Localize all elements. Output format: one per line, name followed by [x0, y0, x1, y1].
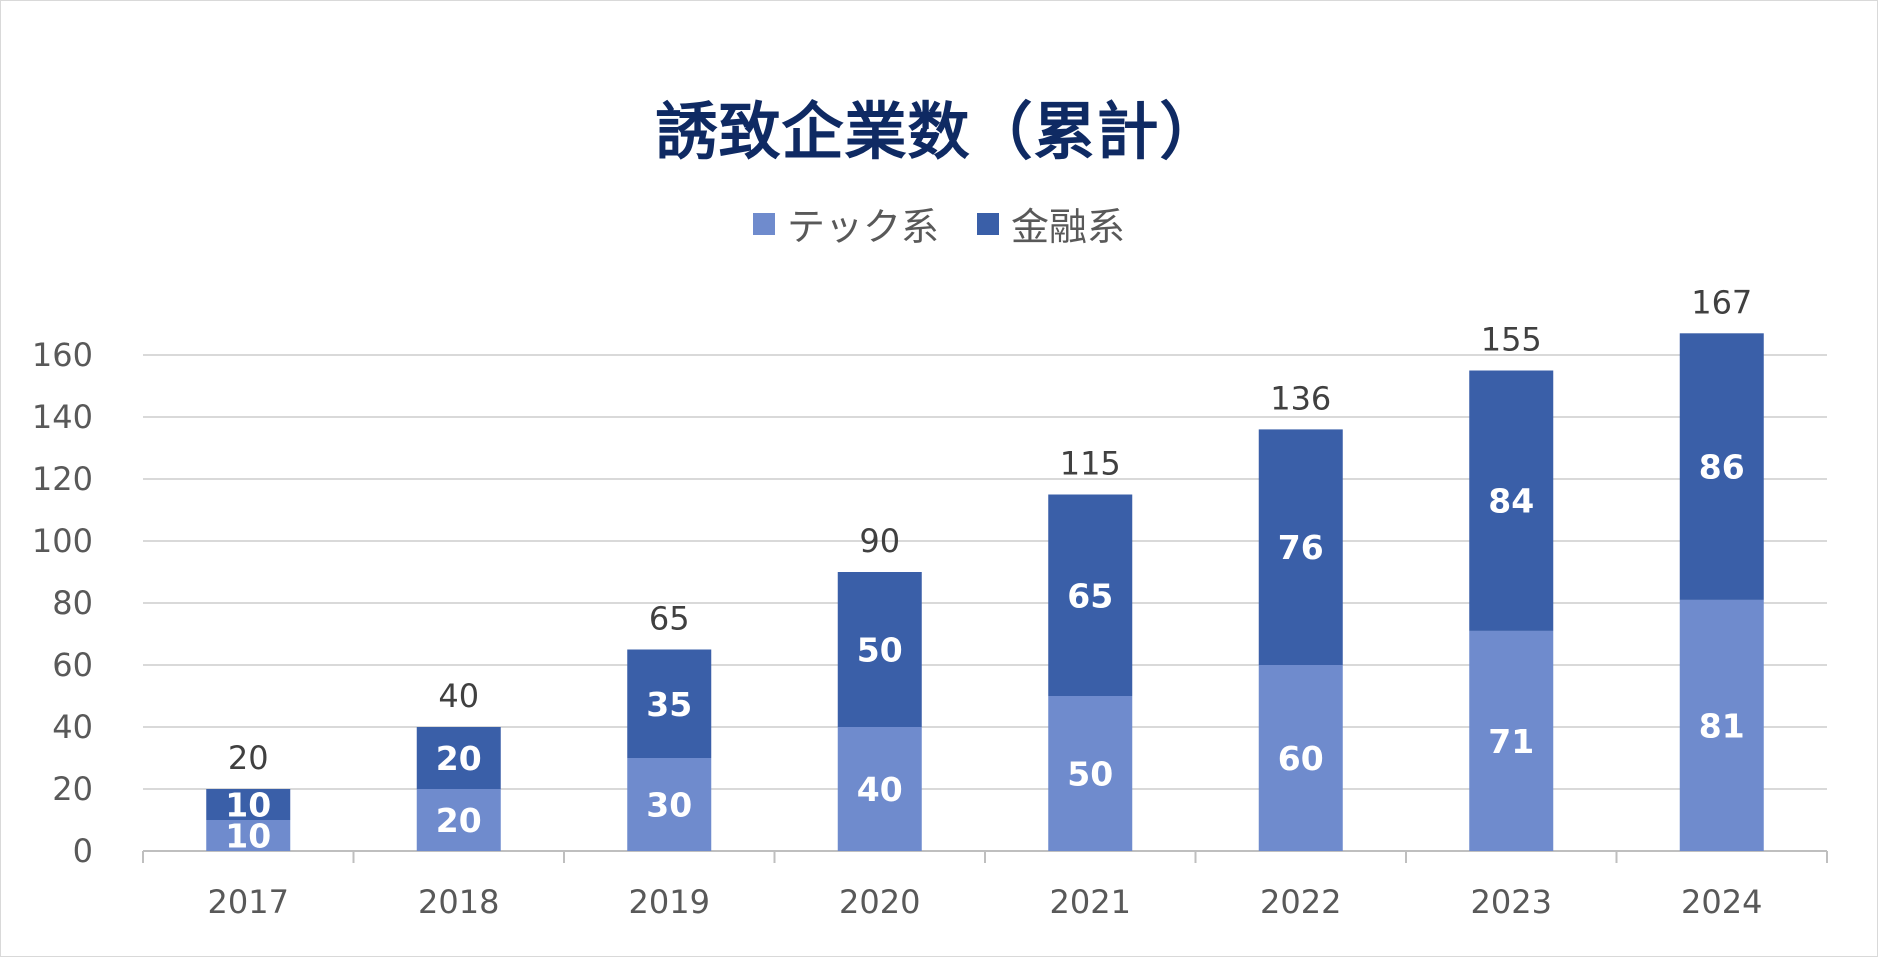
data-label-finance: 86: [1699, 448, 1745, 487]
data-label-tech: 60: [1278, 739, 1324, 778]
legend-swatch-tech: [752, 212, 775, 235]
x-tick-label: 2018: [418, 883, 499, 921]
data-label-finance: 84: [1488, 482, 1534, 521]
y-tick-label: 40: [52, 708, 93, 746]
bar-segment-finance: [416, 727, 501, 789]
data-label-tech: 71: [1488, 722, 1534, 761]
total-label: 20: [228, 739, 269, 777]
bar-segment-tech: [1048, 696, 1133, 851]
data-label-finance: 50: [857, 631, 903, 670]
data-label-tech: 81: [1699, 706, 1745, 745]
total-label: 167: [1691, 283, 1752, 321]
x-tick-label: 2022: [1260, 883, 1341, 921]
legend-swatch-finance: [977, 212, 999, 235]
bar-segment-tech: [1679, 599, 1764, 851]
data-label-tech: 20: [436, 801, 482, 840]
data-label-finance: 20: [436, 739, 482, 778]
bar-segment-finance: [1258, 429, 1343, 665]
y-tick-label: 0: [73, 832, 93, 870]
total-label: 136: [1270, 379, 1331, 417]
bar-segment-tech: [1258, 665, 1343, 851]
bar-segment-tech: [206, 820, 291, 851]
legend-label-finance: 金融系: [1011, 205, 1126, 249]
data-label-tech: 30: [646, 786, 692, 825]
x-tick-label: 2020: [839, 883, 920, 921]
data-label-finance: 10: [225, 786, 271, 825]
x-tick-label: 2023: [1471, 883, 1552, 921]
total-label: 65: [649, 600, 690, 638]
y-tick-label: 100: [32, 522, 93, 560]
bar-segment-finance: [837, 572, 922, 727]
chart-title: 誘致企業数（累計）: [655, 95, 1223, 168]
data-label-tech: 50: [1067, 755, 1113, 794]
bar-segment-tech: [627, 758, 712, 851]
data-label-finance: 76: [1278, 528, 1324, 567]
bar-segment-finance: [1469, 370, 1554, 631]
x-tick-label: 2019: [629, 883, 710, 921]
bar-segment-finance: [627, 649, 712, 758]
bar-segment-finance: [1048, 494, 1133, 696]
y-tick-label: 80: [52, 584, 93, 622]
legend-item-tech: テック系: [752, 196, 939, 251]
total-label: 115: [1060, 445, 1121, 483]
x-tick-label: 2017: [208, 883, 289, 921]
y-tick-label: 140: [32, 398, 93, 436]
total-label: 155: [1481, 321, 1542, 359]
bar-segment-tech: [1469, 630, 1554, 851]
y-tick-label: 20: [52, 770, 93, 808]
bar-segment-finance: [1679, 333, 1764, 600]
y-tick-label: 60: [52, 646, 93, 684]
legend: テック系 金融系: [1, 196, 1877, 251]
bar-segment-tech: [837, 727, 922, 851]
bar-segment-tech: [416, 789, 501, 851]
x-tick-label: 2024: [1681, 883, 1762, 921]
bar-segment-finance: [206, 789, 291, 820]
total-label: 90: [859, 522, 900, 560]
y-tick-label: 160: [32, 336, 93, 374]
legend-label-tech: テック系: [786, 205, 939, 249]
data-label-tech: 10: [225, 817, 271, 856]
data-label-finance: 65: [1067, 576, 1113, 615]
y-tick-label: 120: [32, 460, 93, 498]
total-label: 40: [438, 677, 479, 715]
data-label-finance: 35: [646, 685, 692, 724]
data-label-tech: 40: [857, 770, 903, 809]
x-tick-label: 2021: [1050, 883, 1131, 921]
legend-item-finance: 金融系: [977, 196, 1125, 251]
